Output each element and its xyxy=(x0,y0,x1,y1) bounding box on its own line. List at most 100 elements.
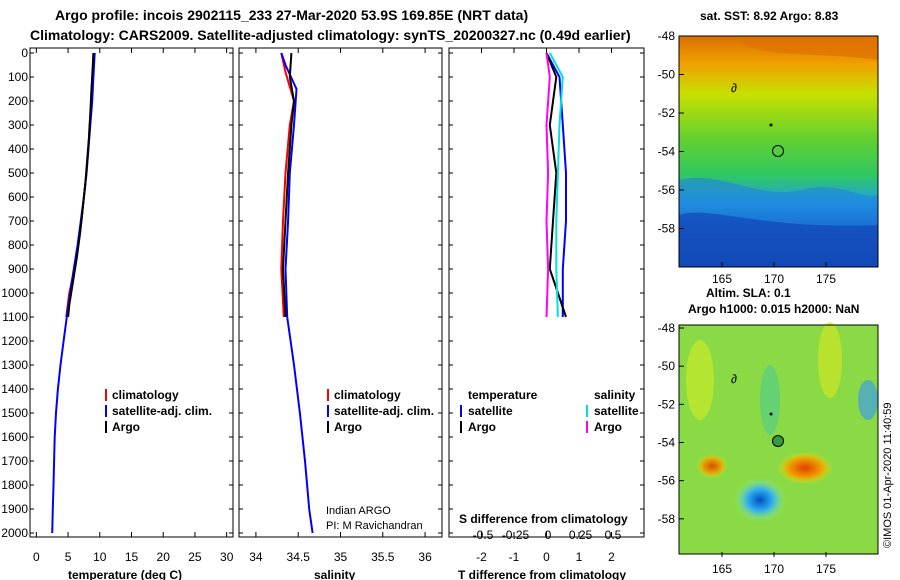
series-line-t-satellite xyxy=(545,52,567,317)
depth-tick-label: 100 xyxy=(8,70,28,84)
s-difference-ticks: -0.5 -0.25 0 0.25 0.5 xyxy=(473,528,622,542)
x-tick-label: 35.5 xyxy=(371,550,395,564)
sla-map: ∂ xyxy=(678,322,879,555)
map-lon-label: 170 xyxy=(764,562,784,576)
temperature-xlabel: temperature (deg C) xyxy=(68,568,182,580)
series-line-climatology xyxy=(280,52,296,318)
series-line-s-argo xyxy=(545,52,551,318)
depth-tick-label: 1300 xyxy=(1,358,28,372)
sst-track-point xyxy=(769,123,773,127)
title-line1: Argo profile: incois 2902115_233 27-Mar-… xyxy=(55,7,528,23)
legend-argo: Argo xyxy=(334,420,362,434)
legend-argo: Argo xyxy=(112,420,140,434)
series-line-s-satellite xyxy=(548,52,564,318)
salinity-xlabel: salinity xyxy=(314,568,356,580)
sst-map: ∂ xyxy=(678,35,879,268)
sla-argo-position xyxy=(772,435,784,447)
depth-tick-label: 300 xyxy=(8,118,28,132)
series-line-satellite-adj-clim- xyxy=(280,52,314,534)
legend-t-satellite: satellite xyxy=(468,404,513,418)
x-tick-label: 1 xyxy=(576,550,583,564)
legend-climatology: climatology xyxy=(112,388,179,402)
map-lat-label: -54 xyxy=(658,436,676,450)
sst-warm-region xyxy=(730,36,878,60)
s-difference-label: S difference from climatology xyxy=(459,512,628,526)
depth-tick-label: 400 xyxy=(8,142,28,156)
depth-tick-label: 200 xyxy=(8,94,28,108)
depth-tick-label: 1900 xyxy=(1,502,28,516)
depth-tick-label: 1400 xyxy=(1,382,28,396)
x-tick-label: 34 xyxy=(249,550,263,564)
temperature-plot: 0 5 10 15 20 25 30 xyxy=(33,48,234,564)
map-lon-label: 175 xyxy=(816,562,836,576)
legend-t-argo: Argo xyxy=(468,420,496,434)
salinity-legend: climatology satellite-adj. clim. Argo xyxy=(327,388,434,434)
imos-credit: ©IMOS 01-Apr-2020 11:40:59 xyxy=(882,403,894,548)
depth-tick-label: 2000 xyxy=(1,526,28,540)
x-tick-label: 0 xyxy=(33,550,40,564)
map-lat-label: -50 xyxy=(658,359,676,373)
map-lat-label: -48 xyxy=(658,321,676,335)
x-tick-label: 25 xyxy=(188,550,202,564)
salinity-panel-frame xyxy=(238,47,443,538)
salinity-plot: 34 34.5 35 35.5 36 xyxy=(249,48,432,564)
x-tick-label: 2 xyxy=(608,550,615,564)
map-lon-label: 165 xyxy=(712,272,732,286)
x-tick-label: 0 xyxy=(543,550,550,564)
depth-tick-label: 600 xyxy=(8,190,28,204)
sst-map-axes: -48 -50 -52 -54 -56 -58 165 170 175 xyxy=(658,29,837,286)
map-lat-label: -56 xyxy=(658,183,676,197)
map-lat-label: -58 xyxy=(658,222,676,236)
depth-axis: 0 100 200 300 400 500 600 700 800 900 1000 1100 1200… xyxy=(1,46,644,540)
difference-plot: -2 -1 0 1 2 xyxy=(476,48,615,564)
sla-title-line1: Altim. SLA: 0.1 xyxy=(706,286,791,300)
sla-trough-1 xyxy=(760,365,780,435)
title-line2: Climatology: CARS2009. Satellite-adjuste… xyxy=(30,27,631,43)
map-lat-label: -50 xyxy=(658,68,676,82)
sla-float-track-marker: ∂ xyxy=(731,372,737,386)
map-lat-label: -52 xyxy=(658,397,676,411)
legend-temperature-header: temperature xyxy=(468,388,538,402)
depth-tick-label: 900 xyxy=(8,262,28,276)
depth-tick-label: 0 xyxy=(21,46,28,60)
depth-tick-label: 1100 xyxy=(2,310,28,324)
depth-tick-label: 800 xyxy=(8,238,28,252)
sla-cold-eddy xyxy=(734,478,786,522)
map-lat-label: -48 xyxy=(658,29,676,43)
legend-s-argo: Argo xyxy=(594,420,622,434)
series-line-argo xyxy=(67,52,95,318)
s-difference-tick-label: 0 xyxy=(545,528,552,542)
legend-climatology: climatology xyxy=(334,388,401,402)
x-tick-label: 5 xyxy=(65,550,72,564)
depth-tick-label: 1700 xyxy=(1,454,28,468)
x-tick-label: 15 xyxy=(125,550,139,564)
depth-tick-label: 1500 xyxy=(1,406,28,420)
x-tick-label: 36 xyxy=(418,550,432,564)
map-lat-label: -58 xyxy=(658,512,676,526)
x-tick-label: 34.5 xyxy=(287,550,311,564)
depth-tick-label: 1000 xyxy=(1,286,28,300)
credit-institution: Indian ARGO xyxy=(326,505,391,517)
legend-satellite: satellite-adj. clim. xyxy=(334,404,434,418)
series-line-satellite-adj-clim- xyxy=(51,52,96,534)
difference-legend: temperature salinity satellite Argo sate… xyxy=(460,388,639,434)
series-line-climatology xyxy=(65,53,95,318)
legend-satellite: satellite-adj. clim. xyxy=(112,404,212,418)
sla-warm-eddy-2 xyxy=(696,454,728,478)
map-lon-label: 165 xyxy=(712,562,732,576)
x-tick-label: 10 xyxy=(93,550,107,564)
sla-ridge-1 xyxy=(686,340,714,420)
map-lat-label: -52 xyxy=(658,106,676,120)
temperature-panel-frame xyxy=(29,47,234,538)
series-line-t-argo xyxy=(545,52,567,318)
s-difference-tick-label: -0.5 xyxy=(473,528,494,542)
map-lon-label: 175 xyxy=(816,272,836,286)
temperature-legend: climatology satellite-adj. clim. Argo xyxy=(105,388,212,434)
s-difference-tick-label: -0.25 xyxy=(502,528,530,542)
x-tick-label: -2 xyxy=(476,550,487,564)
s-difference-tick-label: 0.25 xyxy=(569,528,593,542)
map-lon-label: 170 xyxy=(764,272,784,286)
sst-cold-region xyxy=(679,212,878,267)
sst-map-title: sat. SST: 8.92 Argo: 8.83 xyxy=(700,9,839,23)
